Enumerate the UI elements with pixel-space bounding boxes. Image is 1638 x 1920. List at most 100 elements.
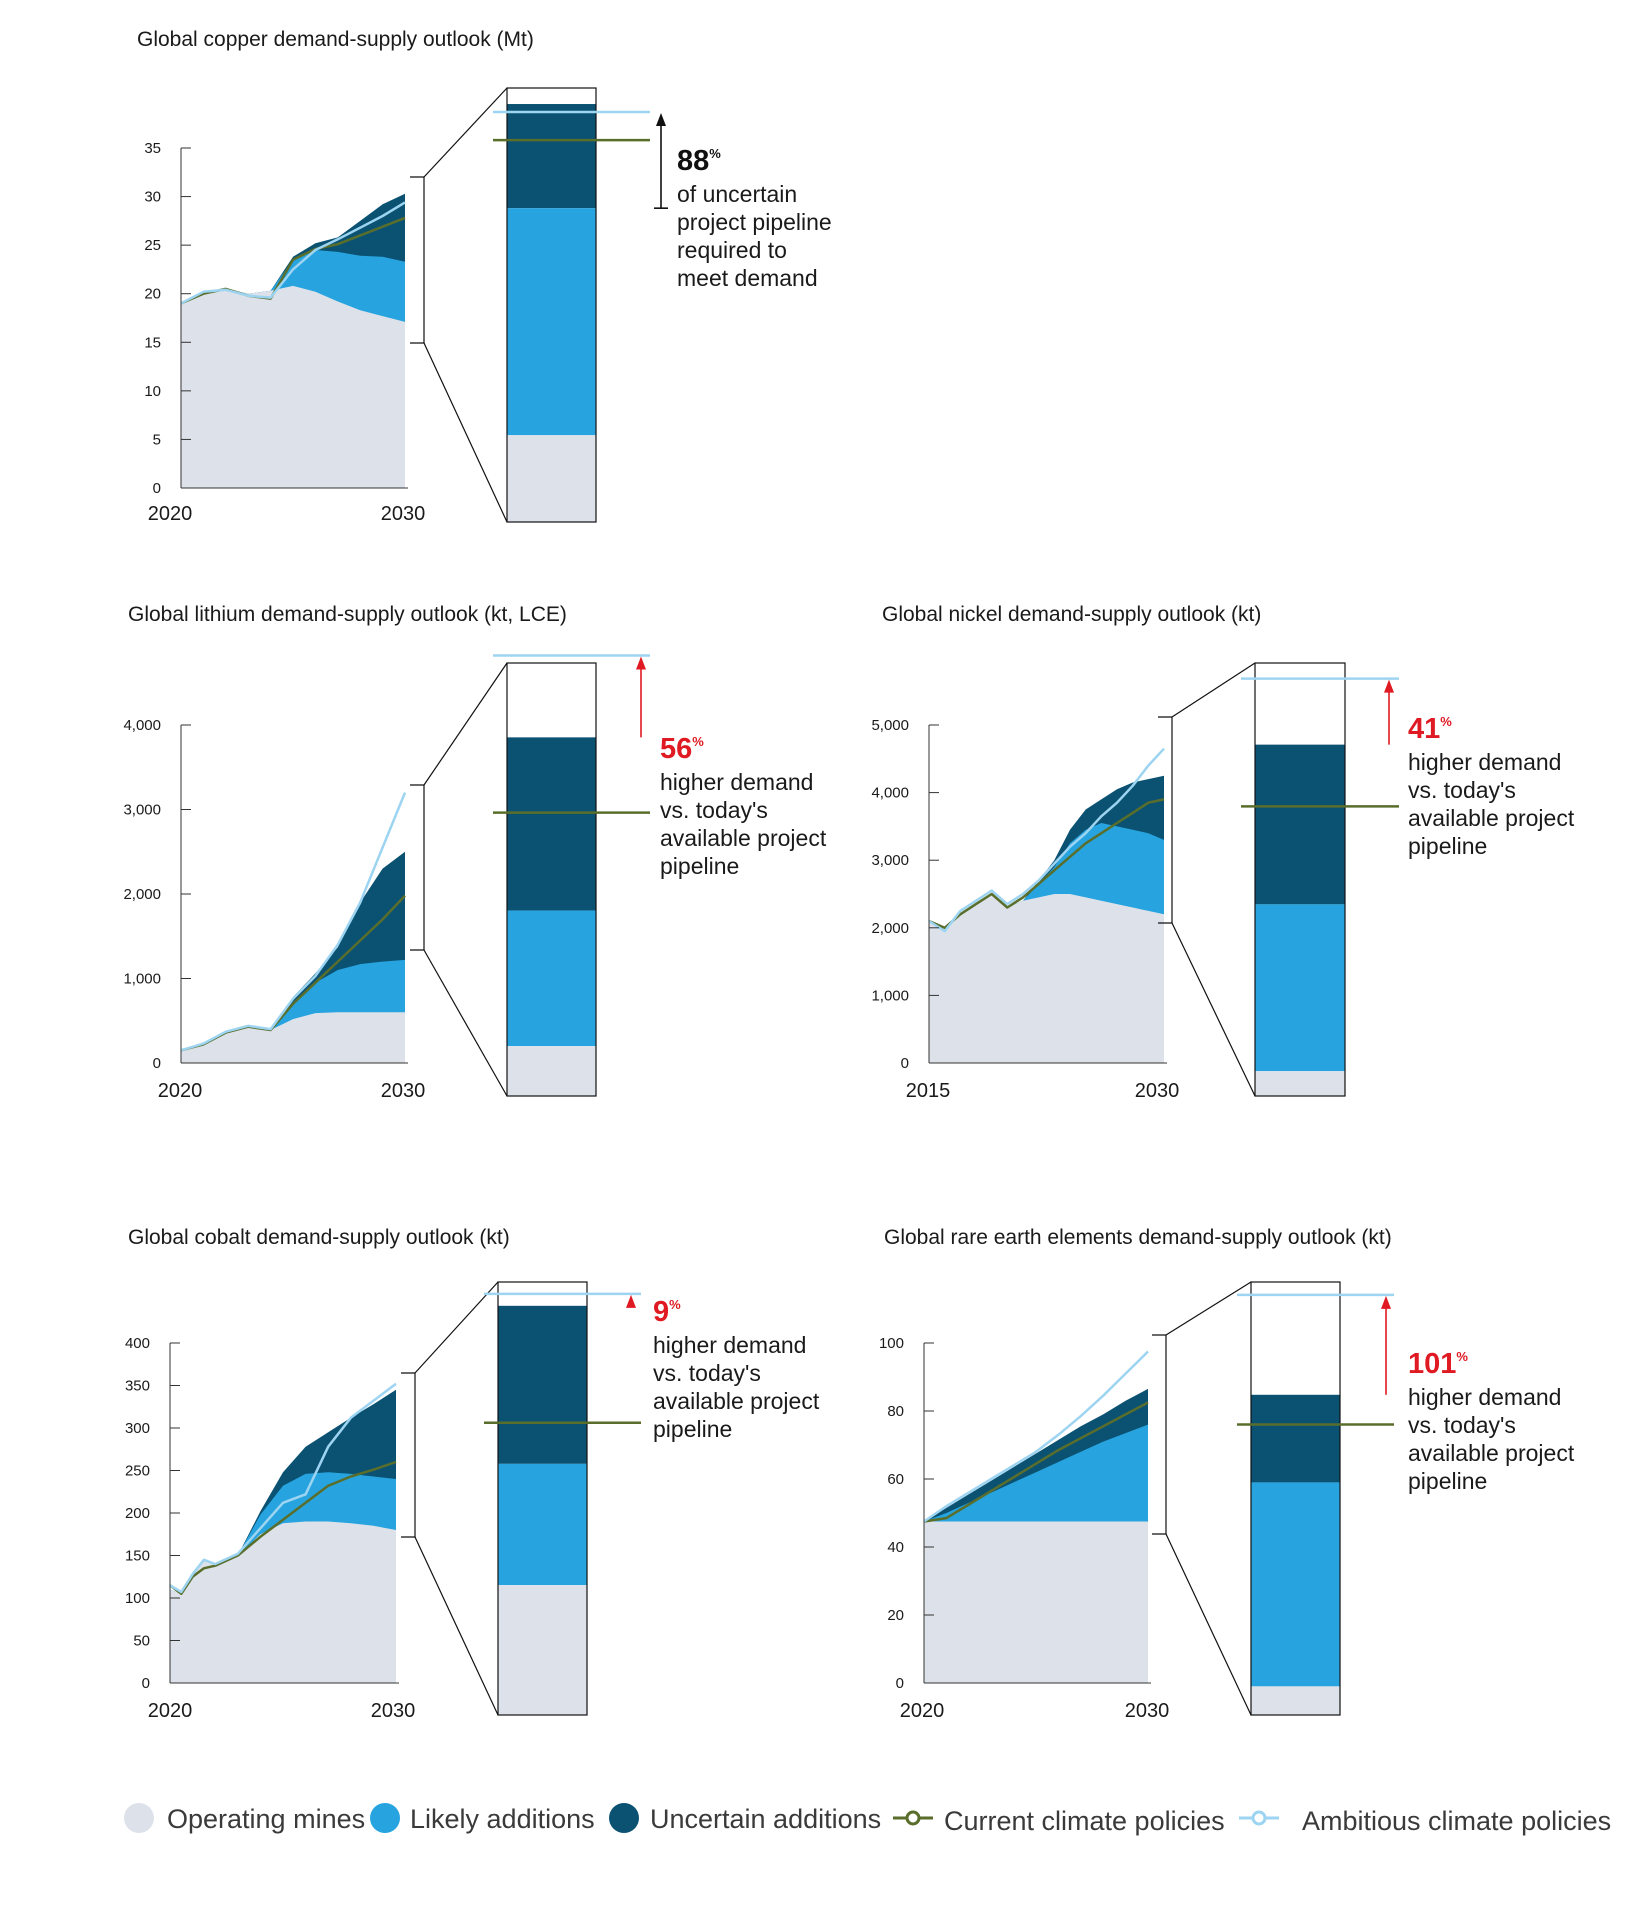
series-operating-mines-area xyxy=(181,1012,405,1063)
plot-area xyxy=(923,1343,1151,1684)
y-tick-label: 100 xyxy=(879,1335,904,1352)
zoom-operating-mines xyxy=(1251,1686,1340,1715)
series-operating-mines-area xyxy=(170,1521,396,1683)
y-ticks: 0 5 10 15 20 25 30 35 xyxy=(144,140,191,497)
zoom-bar xyxy=(493,654,650,1097)
y-tick-label: 350 xyxy=(125,1378,150,1395)
zoom-operating-mines xyxy=(1255,1071,1345,1096)
zoom-bracket xyxy=(401,1372,416,1538)
zoom-line-bottom xyxy=(423,949,508,1097)
y-tick-label: 3,000 xyxy=(123,802,161,819)
legend-swatch xyxy=(609,1803,639,1833)
annotation-line: vs. today's xyxy=(1408,1412,1516,1438)
zoom-line-bottom xyxy=(1165,1533,1252,1716)
annotation-line: of uncertain xyxy=(677,181,797,207)
zoom-bracket xyxy=(1152,1334,1167,1535)
annotation: 41% higher demand vs. today's available … xyxy=(1384,679,1575,859)
y-tick-label: 30 xyxy=(144,189,161,206)
zoom-connector xyxy=(1152,1281,1252,1716)
zoom-bracket xyxy=(410,784,425,951)
annotation-line: project pipeline xyxy=(677,209,832,235)
y-ticks: 0 1,000 2,000 3,000 4,000 xyxy=(123,717,191,1072)
y-tick-label: 20 xyxy=(887,1607,904,1624)
x-tick-label: 2020 xyxy=(148,503,193,525)
zoom-uncertain-additions xyxy=(498,1305,587,1464)
y-tick-label: 25 xyxy=(144,237,161,254)
x-tick-label: 2030 xyxy=(381,503,426,525)
legend-swatch xyxy=(370,1803,400,1833)
y-tick-label: 0 xyxy=(896,1675,904,1692)
annotation-line: higher demand xyxy=(653,1332,806,1358)
annotation-value: 41% xyxy=(1408,713,1452,745)
legend-label: Operating mines xyxy=(167,1804,365,1834)
chart-title: Global lithium demand-supply outlook (kt… xyxy=(128,603,567,626)
zoom-uncertain-additions xyxy=(1251,1394,1340,1483)
legend-swatch-marker xyxy=(1251,1810,1267,1826)
y-tick-label: 10 xyxy=(144,383,161,400)
annotation: 101% higher demand vs. today's available… xyxy=(1381,1295,1575,1494)
legend-item-current-climate-policies: Current climate policies xyxy=(893,1806,1225,1836)
annotation-line: pipeline xyxy=(660,853,739,879)
x-tick-label: 2020 xyxy=(900,1700,945,1722)
zoom-uncertain-additions xyxy=(507,737,596,911)
annotation-line: required to xyxy=(677,237,787,263)
zoom-line-top xyxy=(1165,1281,1252,1336)
zoom-bar xyxy=(1241,662,1399,1097)
annotation-line: vs. today's xyxy=(653,1360,761,1386)
annotation-line: higher demand xyxy=(660,769,813,795)
zoom-connector xyxy=(401,1281,499,1716)
y-tick-label: 150 xyxy=(125,1548,150,1565)
y-tick-label: 100 xyxy=(125,1590,150,1607)
chart-copper: Global copper demand-supply outlook (Mt)… xyxy=(137,28,832,525)
zoom-line-top xyxy=(414,1281,499,1374)
y-tick-label: 4,000 xyxy=(871,785,909,802)
zoom-bar-frame xyxy=(506,87,597,523)
zoom-likely-additions xyxy=(498,1463,587,1586)
annotation-number: 9 xyxy=(653,1296,669,1328)
y-tick-label: 4,000 xyxy=(123,717,161,734)
legend-swatch xyxy=(124,1803,154,1833)
y-tick-label: 80 xyxy=(887,1403,904,1420)
series-operating-mines-area xyxy=(924,1521,1148,1683)
plot-area xyxy=(169,1343,399,1684)
zoom-likely-additions xyxy=(507,208,596,436)
y-tick-label: 0 xyxy=(142,1675,150,1692)
annotation-value: 9% xyxy=(653,1296,681,1328)
zoom-bar xyxy=(1237,1281,1394,1716)
zoom-connector xyxy=(410,87,508,523)
y-ticks: 0 50 100 150 200 250 300 350 400 xyxy=(125,1335,180,1692)
y-tick-label: 0 xyxy=(153,480,161,497)
y-tick-label: 20 xyxy=(144,286,161,303)
y-tick-label: 1,000 xyxy=(123,971,161,988)
y-tick-label: 0 xyxy=(153,1055,161,1072)
series-ambitious-policies-line xyxy=(169,1382,397,1594)
annotation-line: vs. today's xyxy=(660,797,768,823)
zoom-bar xyxy=(484,1281,641,1716)
zoom-line-bottom xyxy=(414,1536,499,1716)
zoom-operating-mines xyxy=(507,1046,596,1096)
x-tick-label: 2015 xyxy=(906,1080,951,1102)
x-tick-label: 2030 xyxy=(1125,1700,1170,1722)
annotation-line: pipeline xyxy=(1408,833,1487,859)
y-tick-label: 400 xyxy=(125,1335,150,1352)
zoom-connector xyxy=(410,662,508,1097)
series-current-policies-line xyxy=(923,1401,1149,1523)
annotation-unit: % xyxy=(1440,714,1452,729)
annotation-line: pipeline xyxy=(653,1416,732,1442)
annotation-unit: % xyxy=(669,1297,681,1312)
annotation-line: vs. today's xyxy=(1408,777,1516,803)
annotation-number: 56 xyxy=(660,733,692,765)
series-operating-mines-area xyxy=(929,894,1164,1063)
zoom-connector xyxy=(1158,662,1256,1097)
annotation-line: available project xyxy=(1408,805,1575,831)
legend-label: Likely additions xyxy=(410,1804,595,1834)
annotation-arrow-head xyxy=(626,1294,636,1308)
chart-nickel: Global nickel demand-supply outlook (kt)… xyxy=(871,603,1574,1102)
y-tick-label: 5,000 xyxy=(871,717,909,734)
series-ambitious-policies-line xyxy=(923,1350,1149,1523)
zoom-bar-frame xyxy=(506,662,597,1097)
zoom-line-top xyxy=(423,87,508,178)
legend-label: Current climate policies xyxy=(944,1806,1225,1836)
annotation-arrow-head xyxy=(1381,1295,1391,1309)
